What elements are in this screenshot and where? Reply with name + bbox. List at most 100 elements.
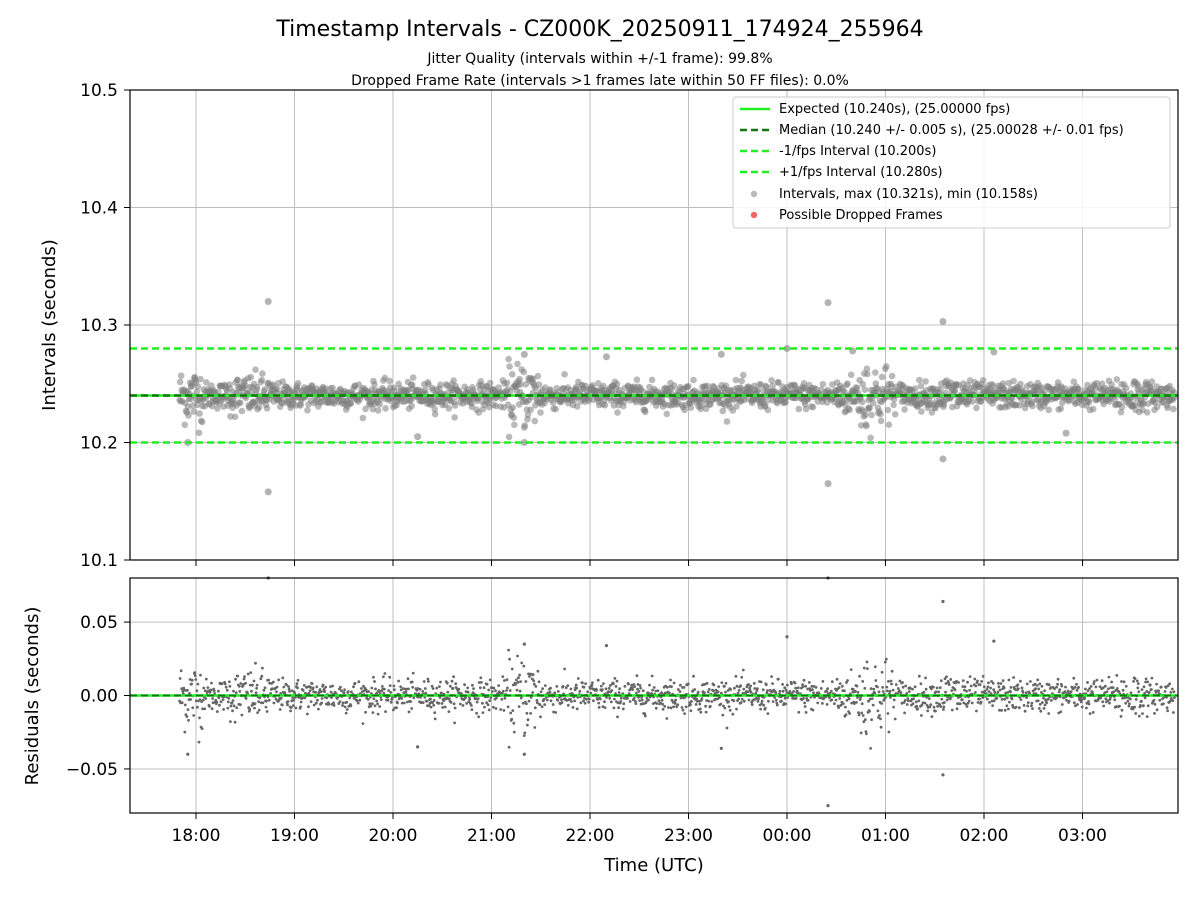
residual-point (705, 699, 708, 702)
interval-point (901, 406, 908, 413)
residual-point (838, 697, 842, 700)
interval-point (861, 386, 869, 394)
residual-point (183, 730, 187, 734)
residual-point (402, 701, 406, 705)
residual-point (837, 706, 840, 709)
interval-point (1118, 403, 1126, 411)
residual-point (1008, 700, 1011, 704)
residual-point (1067, 699, 1071, 703)
residual-outlier-point (416, 745, 420, 749)
residual-point (960, 698, 964, 701)
interval-point (549, 399, 557, 407)
residual-point (198, 698, 202, 702)
residual-point (1059, 710, 1063, 714)
residual-point (1080, 705, 1084, 709)
interval-outlier-point (939, 317, 947, 325)
residual-point (587, 697, 591, 701)
residual-point (431, 687, 435, 690)
residual-point (654, 689, 658, 693)
residual-point (450, 679, 454, 683)
interval-point (552, 405, 559, 413)
residual-point (1043, 689, 1046, 693)
residual-point (894, 683, 898, 686)
residual-point (622, 702, 626, 706)
residual-point (581, 681, 584, 685)
residual-point (669, 706, 673, 710)
residual-point (612, 706, 616, 710)
residual-point (329, 690, 333, 694)
residual-point (239, 703, 242, 707)
residual-point (356, 701, 360, 705)
residual-point (237, 684, 241, 688)
residual-point (371, 711, 375, 714)
residual-point (855, 701, 858, 704)
residual-point (708, 704, 712, 708)
interval-point (185, 412, 192, 419)
residual-point (621, 707, 625, 711)
residual-point (1036, 699, 1040, 703)
residual-point (989, 686, 992, 690)
interval-point (917, 382, 925, 390)
residual-point (603, 700, 606, 704)
residual-point (737, 689, 741, 692)
residual-point (519, 680, 522, 683)
residual-point (339, 685, 342, 689)
residual-point (812, 691, 815, 695)
residual-point (838, 682, 842, 685)
residual-point (1018, 706, 1021, 710)
residual-point (997, 682, 1000, 685)
residual-point (238, 690, 242, 693)
residual-point (350, 690, 353, 694)
interval-point (1170, 405, 1177, 413)
residual-point (928, 705, 932, 709)
interval-point (524, 411, 532, 419)
residual-outlier-point (941, 599, 945, 604)
residual-point (314, 690, 318, 694)
residual-point (938, 686, 942, 690)
residual-point (1073, 701, 1076, 705)
residual-point (1049, 699, 1053, 702)
residual-point (543, 703, 547, 706)
residual-point (270, 687, 274, 690)
residual-point (523, 731, 527, 735)
residual-point (844, 705, 847, 709)
interval-point (261, 386, 269, 393)
residual-point (863, 718, 867, 722)
residual-point (900, 701, 904, 705)
interval-point (891, 411, 899, 418)
residual-point (720, 681, 724, 684)
interval-point (846, 406, 853, 414)
residual-point (963, 685, 967, 689)
interval-point (999, 380, 1007, 387)
residual-point (362, 684, 365, 688)
residual-point (856, 696, 859, 699)
interval-point (862, 411, 869, 419)
bottom-y-tick-label: 0.05 (80, 613, 118, 633)
residual-point (759, 707, 762, 711)
residual-point (740, 697, 744, 701)
residual-point (514, 682, 518, 686)
residual-point (1000, 709, 1003, 712)
residual-point (1057, 690, 1061, 694)
residual-point (275, 690, 278, 694)
residual-point (873, 665, 877, 669)
residual-point (757, 697, 760, 701)
residual-point (892, 698, 896, 702)
interval-point (259, 370, 266, 377)
residual-point (636, 687, 639, 691)
bottom-panel-x-ticks: 18:00 19:00 20:00 21:00 22:00 23:00 00:00 01:00… (172, 813, 1107, 846)
residual-point (312, 703, 316, 707)
residual-point (747, 698, 751, 702)
residual-point (476, 697, 480, 700)
residual-point (1111, 686, 1115, 690)
residual-point (349, 704, 353, 708)
residual-point (202, 686, 206, 690)
residual-point (939, 705, 943, 708)
residual-point (848, 712, 851, 715)
interval-point (1089, 405, 1097, 413)
interval-point (733, 403, 740, 410)
residual-point (980, 680, 983, 683)
residual-point (958, 702, 962, 706)
residual-point (1105, 690, 1109, 694)
residual-point (340, 689, 343, 693)
